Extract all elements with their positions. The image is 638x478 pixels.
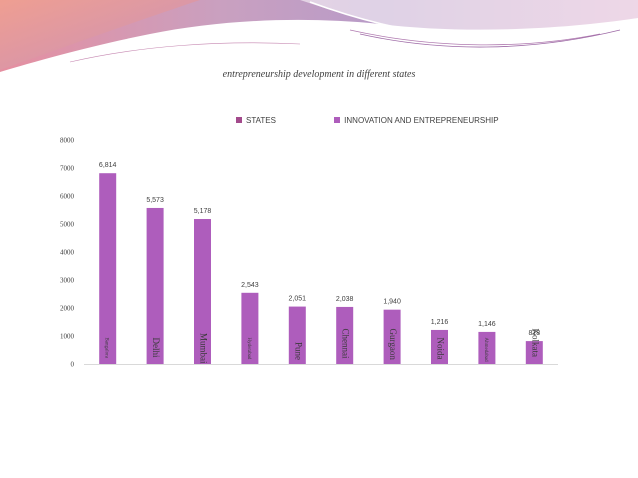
y-tick-label: 6000 [60,193,75,201]
category-label: Gurgaon [388,329,398,361]
category-label: Chennai [341,329,351,359]
legend-label-innovation: INNOVATION AND ENTREPRENEURSHIP [344,116,499,125]
bar [99,173,117,364]
legend-entry-states: STATES [236,116,276,125]
bar [146,207,164,364]
bar [525,341,543,364]
bar [431,329,448,364]
category-label: Hyderabad [246,338,251,360]
bar [383,309,401,364]
y-tick-label: 1000 [60,333,75,341]
bar [478,331,496,364]
data-label: 2,051 [289,296,307,303]
bar [336,306,354,364]
legend-swatch-states [236,117,242,123]
bar [288,306,306,364]
y-tick-label: 8000 [60,137,75,145]
legend-label-states: STATES [246,116,276,125]
data-label: 1,940 [383,299,401,306]
legend-entry-innovation: INNOVATION AND ENTREPRENEURSHIP [334,116,499,125]
chart-title: entrepreneurship development in differen… [222,69,416,80]
bar [194,219,211,364]
y-tick-label: 3000 [60,277,75,285]
data-label: 1,146 [478,321,496,328]
category-label: Ahmedabad [483,338,488,363]
category-label: Delhi [151,338,161,358]
category-label: Mumbai [199,333,209,364]
category-label: Bangalora [104,338,109,359]
category-label: Kolkata [530,329,540,358]
data-label: 1,216 [431,319,449,326]
data-label: 2,038 [336,296,354,303]
data-label: 5,573 [146,197,164,204]
data-label: 5,178 [194,208,212,215]
y-tick-label: 0 [71,361,75,369]
y-tick-label: 5000 [60,221,75,229]
chart-legend: STATES INNOVATION AND ENTREPRENEURSHIP [236,116,555,125]
category-label: Pune [293,342,303,360]
legend-swatch-innovation [334,117,341,123]
decorative-header-banner [0,0,638,72]
category-label: Noida [436,338,446,360]
data-label: 2,543 [241,282,259,289]
y-tick-label: 7000 [60,165,75,173]
data-label: 818 [528,330,540,337]
y-tick-label: 2000 [60,305,75,313]
y-tick-label: 4000 [60,249,75,257]
bar [241,292,259,364]
data-label: 6,814 [99,162,117,169]
